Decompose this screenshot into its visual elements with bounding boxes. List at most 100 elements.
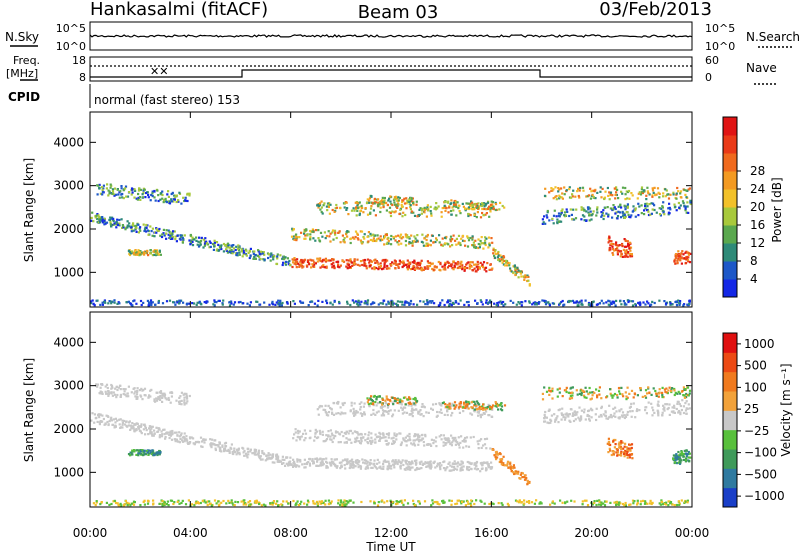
power-cell	[625, 190, 628, 193]
velocity-cell	[158, 436, 161, 439]
velocity-cell	[169, 401, 172, 404]
velocity-cell	[446, 407, 449, 410]
power-cell	[278, 303, 281, 306]
power-cell	[516, 270, 519, 273]
velocity-cell	[352, 464, 356, 467]
power-cell	[248, 304, 251, 307]
velocity-cell	[307, 501, 310, 504]
power-cell	[142, 223, 145, 226]
velocity-cell	[119, 426, 122, 429]
velocity-cell	[257, 454, 260, 457]
power-cell	[647, 210, 650, 213]
velocity-cell	[620, 454, 623, 457]
velocity-cell	[411, 466, 414, 469]
power-cell	[139, 196, 142, 199]
velocity-cell	[354, 430, 357, 434]
power-cell	[443, 204, 446, 207]
velocity-cell	[671, 406, 674, 409]
power-cell	[651, 194, 654, 197]
velocity-cell	[352, 466, 355, 469]
power-cell	[628, 299, 631, 302]
velocity-cell	[137, 425, 140, 428]
velocity-cell	[575, 389, 578, 392]
power-cell	[107, 302, 110, 305]
velocity-cell	[466, 468, 469, 471]
power-cell	[205, 301, 208, 304]
velocity-cell	[628, 456, 632, 459]
power-cell	[109, 183, 112, 186]
power-cell	[397, 199, 400, 202]
velocity-cell	[652, 409, 655, 412]
velocity-cell	[359, 412, 362, 415]
velocity-cell	[126, 425, 129, 428]
power-cell	[472, 241, 475, 244]
power-cell	[162, 201, 165, 204]
velocity-cell	[140, 387, 143, 390]
power-cell	[221, 303, 224, 306]
velocity-cell	[325, 434, 328, 437]
power-cell	[471, 261, 474, 264]
velocity-cell	[407, 465, 410, 468]
velocity-cell	[377, 501, 380, 504]
velocity-cell	[520, 471, 523, 475]
velocity-cell	[354, 440, 357, 444]
velocity-cell	[313, 502, 316, 505]
velocity-cell	[490, 467, 493, 470]
power-cell	[160, 235, 164, 239]
velocity-cell	[351, 432, 354, 435]
velocity-cell	[170, 395, 173, 398]
power-cell	[120, 185, 123, 188]
velocity-cell	[667, 389, 670, 392]
velocity-cell	[282, 500, 285, 503]
power-cell	[191, 244, 195, 247]
velocity-cell	[186, 397, 189, 400]
velocity-cell	[384, 410, 387, 413]
power-cell	[292, 228, 295, 231]
velocity-cell	[435, 500, 438, 504]
velocity-cell	[362, 461, 365, 464]
power-cell	[471, 238, 474, 241]
velocity-cell	[95, 501, 98, 504]
velocity-cell	[342, 412, 345, 415]
power-cell	[115, 221, 118, 224]
power-cell	[477, 202, 480, 205]
power-cell	[411, 200, 414, 203]
power-cell	[102, 187, 105, 190]
power-cell	[512, 271, 515, 274]
power-cell	[624, 186, 627, 190]
power-cell	[618, 211, 622, 214]
power-cell	[113, 222, 116, 225]
power-cell	[413, 214, 417, 217]
velocity-cell	[406, 502, 410, 505]
velocity-cell	[183, 403, 186, 406]
power-cell	[484, 266, 488, 269]
nsky-tick-top: 10^5	[56, 22, 86, 35]
power-cell	[478, 266, 481, 269]
velocity-cell	[185, 402, 188, 405]
power-cell	[238, 246, 241, 249]
power-cell	[130, 251, 133, 254]
power-cell	[473, 246, 476, 249]
power-cell	[316, 204, 319, 207]
power-cell	[199, 241, 202, 244]
velocity-cell	[221, 445, 224, 448]
power-cell	[379, 200, 382, 204]
velocity-cell	[125, 395, 128, 398]
power-cell	[447, 243, 450, 246]
velocity-cell	[676, 402, 679, 405]
velocity-cell	[265, 454, 268, 457]
velocity-cell	[208, 500, 211, 503]
power-cell	[368, 264, 371, 267]
power-cell	[355, 206, 358, 209]
velocity-cell	[413, 433, 417, 436]
power-cell	[482, 202, 486, 205]
power-cell	[585, 210, 588, 213]
velocity-cell	[431, 499, 434, 502]
velocity-cell	[138, 452, 141, 455]
power-cell	[624, 215, 627, 218]
power-cell	[282, 261, 285, 264]
velocity-cell	[438, 403, 441, 406]
velocity-cell	[688, 452, 691, 455]
power-cell	[353, 301, 356, 304]
power-cell	[686, 258, 689, 262]
